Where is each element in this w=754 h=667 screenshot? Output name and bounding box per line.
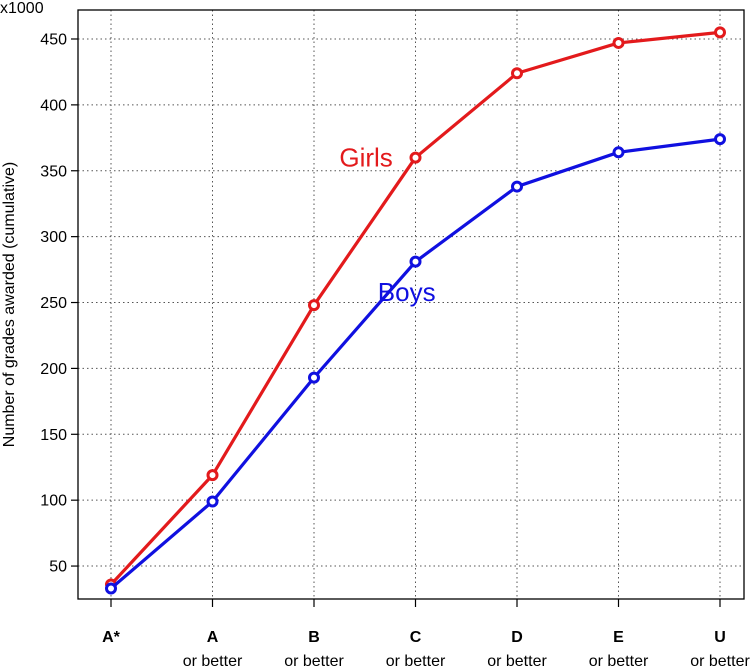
x-tick-sublabel: or better	[690, 653, 750, 667]
girls-data-point	[206, 469, 219, 482]
girls-data-point	[511, 67, 523, 80]
y-tick-label: 400	[40, 97, 67, 114]
y-tick-label: 200	[40, 361, 67, 378]
x-tick-sublabel: or better	[487, 653, 547, 667]
x-tick-sublabel: or better	[386, 653, 446, 667]
x-tick-sublabel: or better	[284, 653, 344, 667]
girls-data-point	[409, 151, 422, 164]
y-tick-label: 350	[40, 163, 67, 180]
boys-data-point	[409, 255, 422, 268]
y-tick-label: 150	[40, 427, 67, 444]
y-axis-ticks: 50 100 150 200 250 300 350 400 450	[40, 31, 78, 576]
y-tick-label: 300	[40, 229, 67, 246]
girls-data-point	[612, 36, 625, 49]
x-tick-label: A*	[102, 629, 121, 646]
boys-data-point	[308, 371, 320, 384]
boys-series-label: Boys	[378, 277, 436, 307]
series-lines: Girls Boys	[105, 26, 726, 595]
y-tick-label: 100	[40, 493, 67, 510]
x-tick-label: B	[308, 629, 320, 646]
y-tick-label: 450	[40, 31, 67, 48]
boys-data-point	[105, 582, 117, 595]
y-axis-label: Number of grades awarded (cumulative)	[1, 162, 18, 447]
y-tick-label: 50	[49, 559, 67, 576]
x-tick-label: A	[207, 629, 219, 646]
x-tick-label: D	[511, 629, 523, 646]
y-axis-multiplier: x1000	[0, 0, 44, 17]
plot-frame	[77, 9, 745, 600]
x-tick-label: C	[410, 629, 422, 646]
x-tick-label: U	[714, 629, 726, 646]
boys-data-point	[612, 146, 625, 159]
boys-data-point	[206, 495, 219, 508]
boys-data-point	[714, 133, 726, 146]
x-axis-ticks: A* Aor better Bor better Cor better Dor bett…	[102, 599, 750, 667]
girls-data-point	[308, 299, 320, 312]
girls-series-label: Girls	[339, 143, 392, 173]
y-tick-label: 250	[40, 295, 67, 312]
boys-data-point	[511, 180, 523, 193]
x-tick-label: E	[613, 629, 624, 646]
x-tick-sublabel: or better	[589, 653, 649, 667]
boys-series-line	[109, 137, 721, 590]
x-tick-sublabel: or better	[183, 653, 243, 667]
girls-data-point	[714, 26, 726, 39]
